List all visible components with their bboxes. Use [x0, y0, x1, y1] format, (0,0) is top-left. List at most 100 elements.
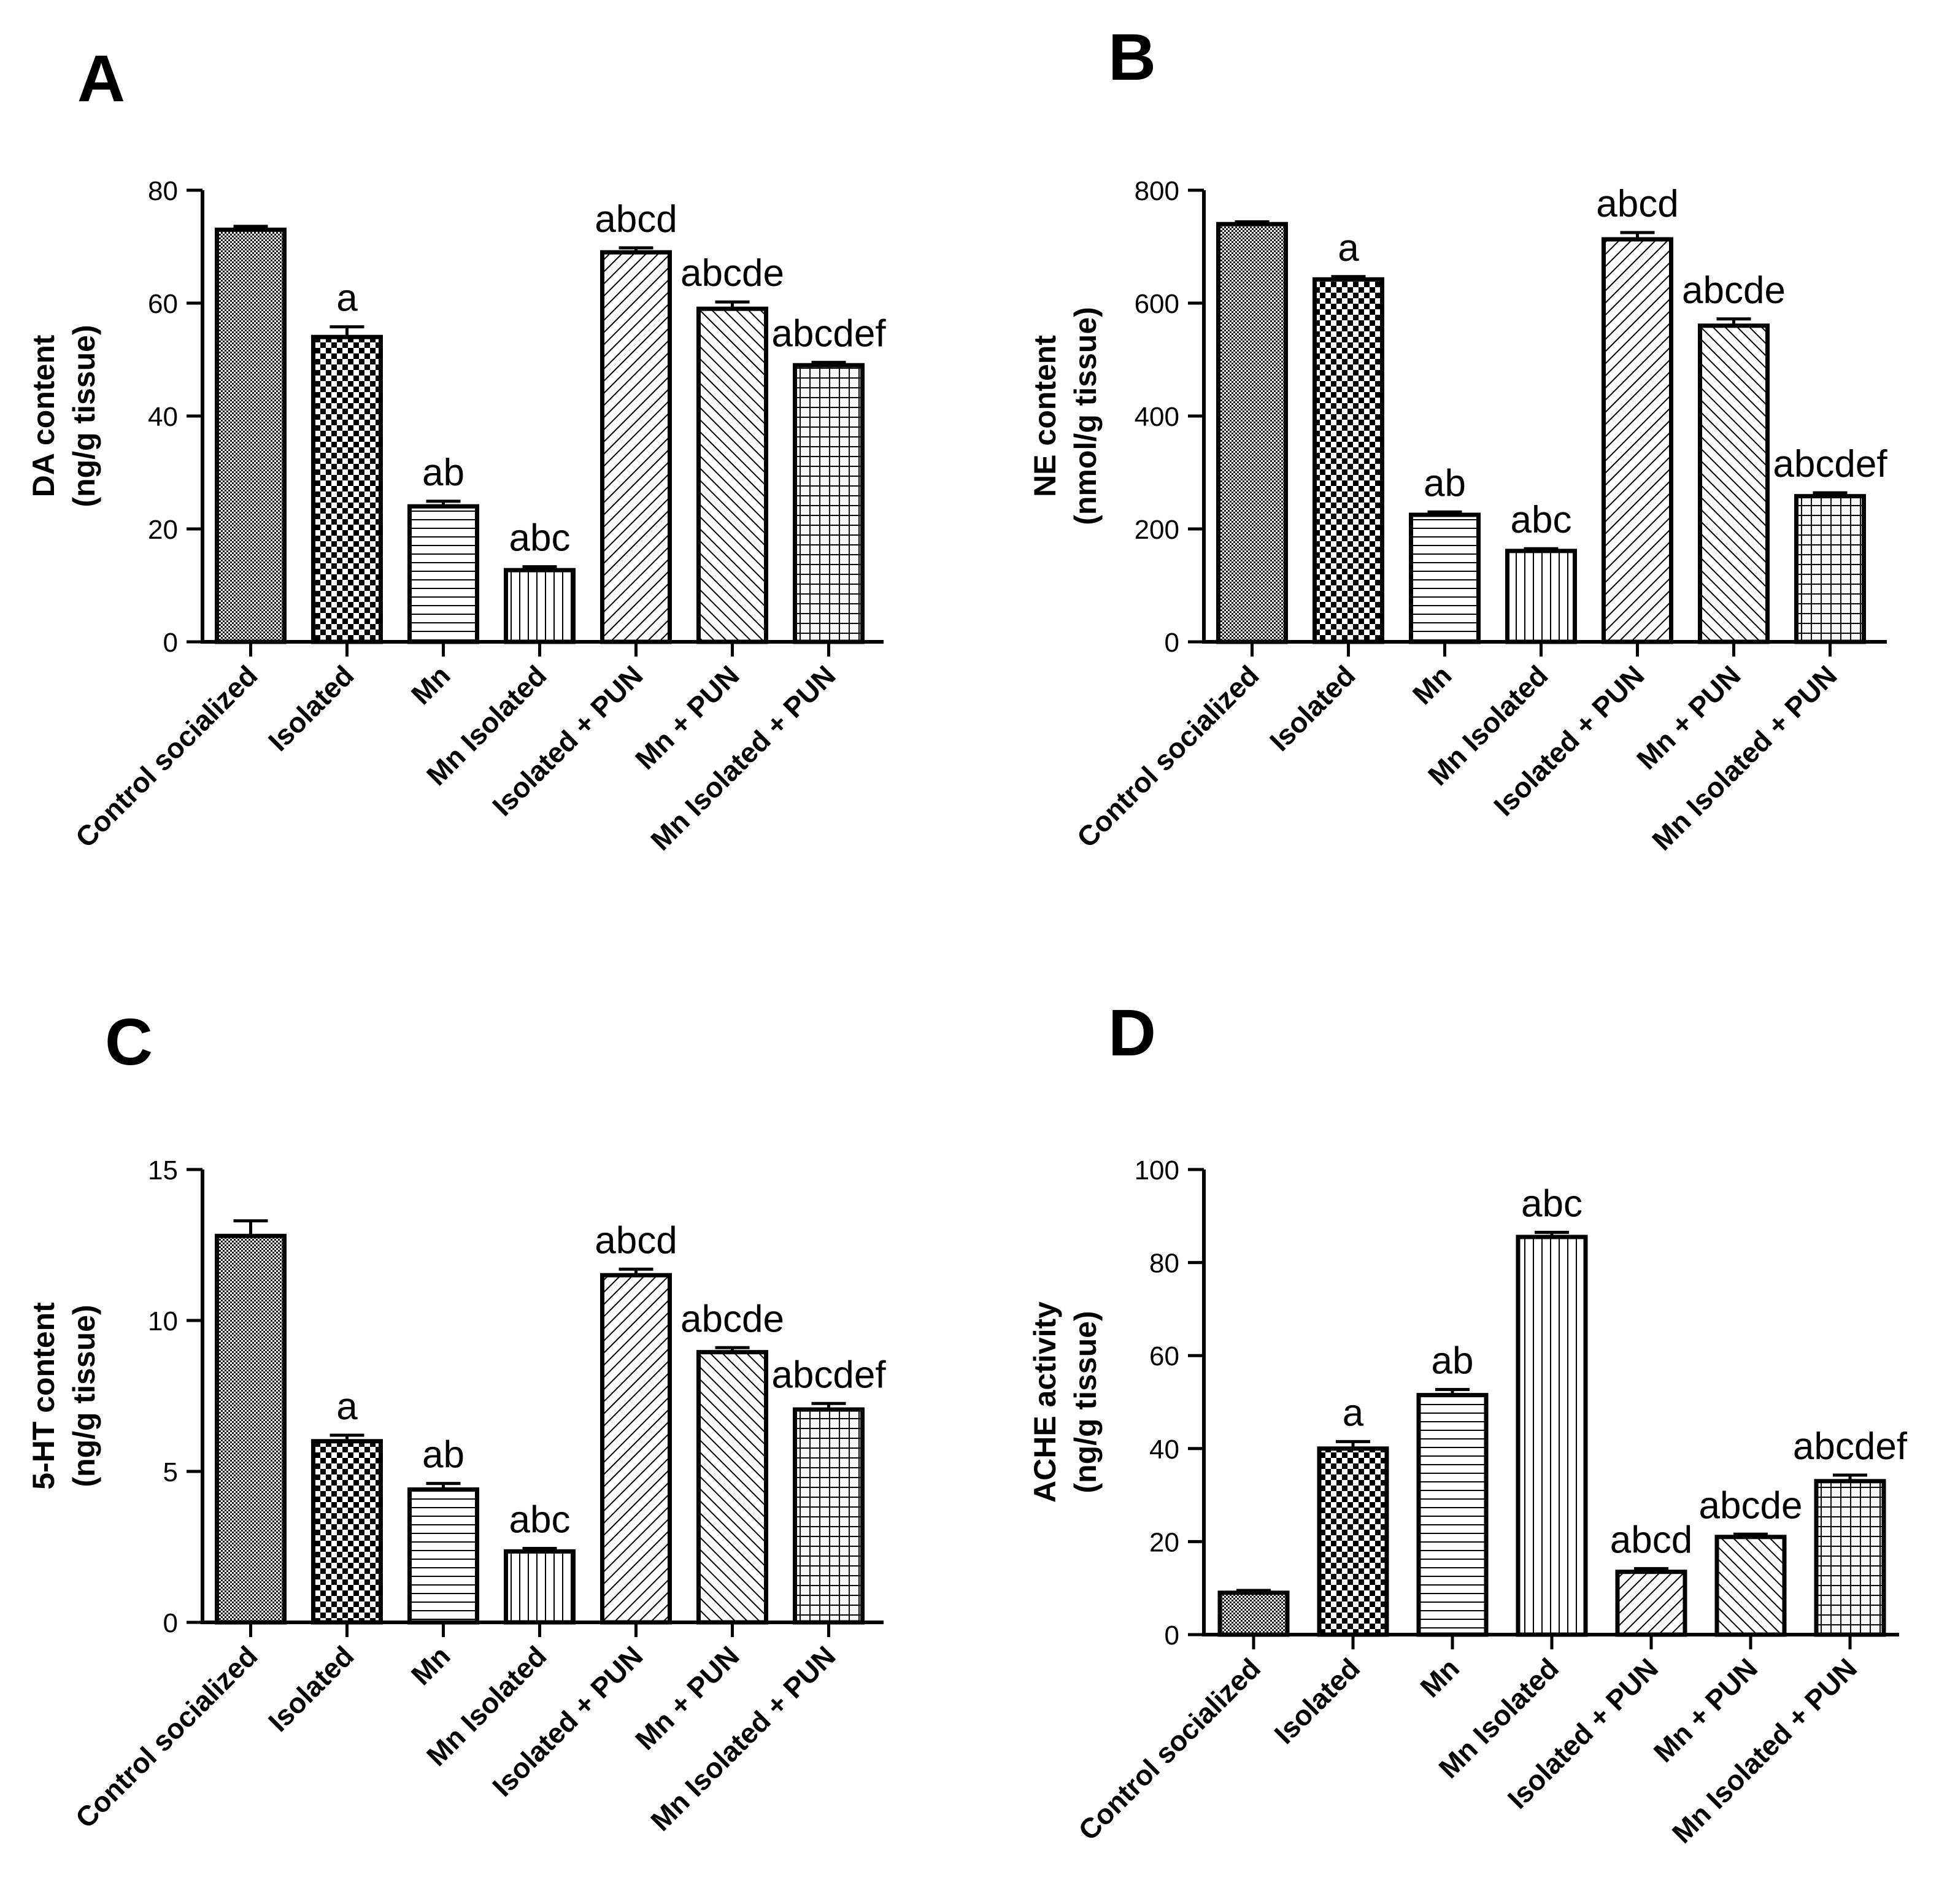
- y-tick-label: 60: [1149, 1341, 1179, 1371]
- chart-panel-d: D ACHE activity (ng/g tissue) 0 20 40 60 80 100 C…: [1028, 995, 1908, 1849]
- x-tick-label: Mn: [405, 659, 457, 711]
- x-tick-label: Mn: [1414, 1652, 1465, 1703]
- bar: [696, 306, 768, 644]
- bar: [1615, 1570, 1687, 1637]
- significance-label: a: [1338, 227, 1359, 269]
- significance-label: abcd: [1610, 1519, 1692, 1561]
- significance-label: abcde: [1699, 1484, 1803, 1527]
- y-tick-label: 40: [148, 402, 178, 432]
- significance-label: a: [336, 277, 358, 320]
- significance-label: abc: [1521, 1182, 1582, 1225]
- x-tick-label: Mn Isolated + PUN: [1666, 1652, 1863, 1849]
- x-tick-label: Control socialized: [69, 659, 264, 854]
- bar: [1698, 323, 1770, 644]
- y-tick-label: 20: [148, 515, 178, 545]
- bar: [1216, 222, 1288, 644]
- x-tick-label: Mn Isolated + PUN: [644, 1640, 841, 1837]
- x-tick-label: Mn Isolated + PUN: [644, 659, 841, 856]
- x-tick-label: Control socialized: [1071, 659, 1265, 854]
- significance-label: abcde: [680, 252, 784, 295]
- chart-panel-a: A DA content (ng/g tissue) 0 20 40 60 80 Control…: [26, 41, 886, 857]
- significance-label: abcde: [680, 1298, 784, 1340]
- y-axis-label: ACHE activity (ng/g tissue): [1028, 1301, 1103, 1503]
- x-tick-label: Isolated: [262, 659, 360, 757]
- panel-letter: C: [105, 1004, 153, 1079]
- significance-label: abcdef: [771, 313, 886, 355]
- bar: [1317, 1446, 1389, 1637]
- y-tick-label: 0: [163, 628, 178, 658]
- y-tick-label: 80: [148, 176, 178, 206]
- bar: [407, 504, 479, 644]
- bar: [311, 1439, 383, 1625]
- y-tick-label: 10: [148, 1306, 178, 1336]
- y-tick-label: 15: [148, 1155, 178, 1185]
- bar: [1505, 549, 1577, 644]
- bar: [407, 1487, 479, 1625]
- bar: [793, 1407, 865, 1625]
- significance-label: ab: [422, 452, 465, 494]
- panel-letter: D: [1108, 995, 1156, 1070]
- bar: [1814, 1479, 1886, 1637]
- y-tick-label: 0: [1165, 1621, 1179, 1651]
- chart-panel-b: B NE content (nmol/g tissue) 0 200 400 600 800 C…: [1028, 20, 1887, 857]
- y-tick-label: 80: [1149, 1249, 1179, 1279]
- x-tick-label: Mn: [405, 1640, 457, 1691]
- bar: [600, 1273, 672, 1625]
- significance-label: abcdef: [771, 1354, 886, 1396]
- significance-label: abcd: [595, 198, 677, 241]
- bar: [504, 1549, 576, 1625]
- x-tick-label: Isolated: [1268, 1652, 1366, 1750]
- x-tick-label: Isolated: [1263, 659, 1362, 757]
- panel-letter: A: [77, 41, 125, 115]
- significance-label: abcdef: [1773, 443, 1887, 485]
- chart-panel-c: C 5-HT content (ng/g tissue) 0 5 10 15 Control …: [26, 1004, 886, 1837]
- y-tick-label: 200: [1135, 515, 1179, 545]
- bar: [1714, 1535, 1787, 1637]
- bar: [1602, 237, 1673, 644]
- y-tick-label: 400: [1135, 402, 1179, 432]
- y-tick-label: 0: [163, 1608, 178, 1638]
- y-tick-label: 5: [163, 1457, 178, 1487]
- panel-letter: B: [1108, 20, 1156, 94]
- y-tick-label: 100: [1135, 1155, 1179, 1185]
- significance-label: abcdef: [1793, 1425, 1908, 1468]
- bar: [1794, 494, 1866, 644]
- x-tick-label: Control socialized: [1072, 1652, 1266, 1846]
- x-tick-label: Mn: [1406, 659, 1458, 711]
- x-tick-label: Control socialized: [69, 1640, 264, 1834]
- bar: [215, 227, 287, 644]
- y-tick-label: 600: [1135, 289, 1179, 319]
- y-axis-label: 5-HT content (ng/g tissue): [26, 1302, 101, 1490]
- bar: [504, 568, 576, 644]
- bar: [1416, 1393, 1489, 1637]
- significance-label: abcd: [1596, 183, 1678, 225]
- significance-label: abc: [509, 517, 571, 560]
- significance-label: abcd: [595, 1219, 677, 1262]
- significance-label: ab: [1432, 1340, 1474, 1382]
- significance-label: a: [1343, 1392, 1364, 1434]
- y-axis-label: NE content (nmol/g tissue): [1028, 307, 1103, 525]
- bar: [1217, 1590, 1290, 1637]
- significance-label: abc: [1511, 499, 1572, 541]
- y-tick-label: 800: [1135, 176, 1179, 206]
- y-tick-label: 60: [148, 289, 178, 319]
- y-axis-label: DA content (ng/g tissue): [26, 325, 101, 507]
- y-tick-label: 40: [1149, 1435, 1179, 1465]
- y-tick-label: 0: [1165, 628, 1179, 658]
- significance-label: ab: [1424, 462, 1466, 504]
- bar: [600, 250, 672, 644]
- bar: [1409, 512, 1481, 644]
- bar: [311, 334, 383, 644]
- significance-label: abcde: [1682, 269, 1786, 312]
- significance-label: a: [336, 1386, 358, 1428]
- significance-label: ab: [422, 1434, 465, 1476]
- bar: [696, 1350, 768, 1625]
- bar: [793, 363, 865, 644]
- bar: [1313, 277, 1384, 644]
- x-tick-label: Isolated: [262, 1640, 360, 1738]
- significance-label: abc: [509, 1498, 571, 1541]
- y-tick-label: 20: [1149, 1527, 1179, 1557]
- bar: [215, 1233, 287, 1625]
- x-tick-label: Mn Isolated + PUN: [1646, 659, 1843, 856]
